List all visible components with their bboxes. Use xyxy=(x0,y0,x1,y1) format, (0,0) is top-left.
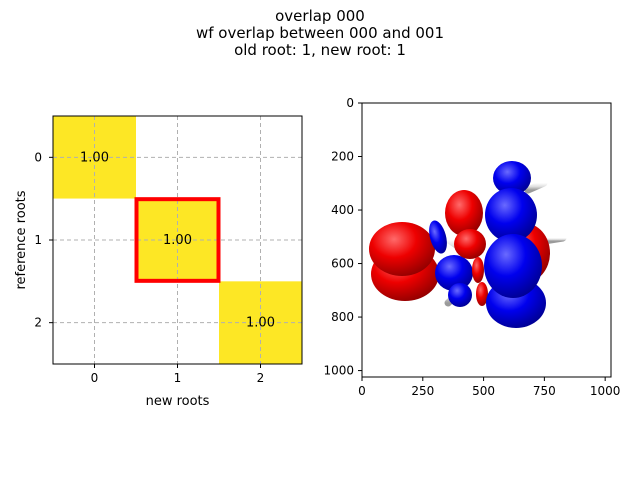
heatmap-cell xyxy=(219,116,302,199)
orbital-lobe-blue-small-upper xyxy=(429,220,447,254)
heatmap-cell xyxy=(53,198,136,282)
orbital-lobe-red-left xyxy=(369,222,439,301)
orbital-lobe-red-center-mid xyxy=(454,229,486,259)
orbital-lobe-red-center-bottom xyxy=(476,282,488,306)
orbital-lobe-blue-main xyxy=(484,234,542,298)
heatmap-y-tick-label: 0 xyxy=(34,150,42,164)
orbital-lobe-blue-small-bottom xyxy=(448,283,472,307)
heatmap-x-tick-label: 0 xyxy=(91,371,99,385)
figure-title-line-2: wf overlap between 000 and 001 xyxy=(195,24,445,42)
heatmap-cell xyxy=(219,198,302,282)
orbital-image-x-tick-label: 0 xyxy=(358,384,366,398)
overlap-heatmap: 1.00 1.00 1.00 0 1 2 0 1 2 new roots reference… xyxy=(14,115,303,409)
heatmap-highlight xyxy=(134,197,221,283)
orbital-lobe-red-center-top xyxy=(445,190,483,236)
figure-title-line-1: overlap 000 xyxy=(275,7,365,25)
orbital-image-x-tick-label: 1000 xyxy=(590,384,621,398)
orbital-image-y-ticks: 0 200 400 600 800 1000 xyxy=(323,96,362,378)
heatmap-cell xyxy=(136,116,219,199)
heatmap-x-tick-label: 1 xyxy=(174,371,182,385)
orbital-lobe-blue-small-lower xyxy=(435,255,473,291)
orbital-image-x-tick-label: 750 xyxy=(533,384,556,398)
figure-title-line-3: old root: 1, new root: 1 xyxy=(234,41,406,59)
heatmap-y-tick-label: 1 xyxy=(34,233,42,247)
orbital-image-y-tick-label: 400 xyxy=(331,203,354,217)
heatmap-cell-value: 1.00 xyxy=(80,150,109,165)
heatmap-x-tick-label: 2 xyxy=(257,371,265,385)
selected-root-highlight xyxy=(134,197,221,283)
heatmap-x-axis-label: new roots xyxy=(146,394,210,409)
heatmap-cell xyxy=(53,116,136,199)
heatmap-x-ticks: 0 1 2 xyxy=(91,364,265,385)
orbital-lobe-blue-upper xyxy=(485,188,537,242)
orbital-image-x-tick-label: 500 xyxy=(472,384,495,398)
orbital-lobe-blue-top xyxy=(493,161,531,195)
orbital-image-y-tick-label: 200 xyxy=(331,150,354,164)
orbital-lobe-red-center-thin xyxy=(472,257,484,283)
orbital-image-x-ticks: 0 250 500 750 1000 xyxy=(358,377,620,398)
molecular-orbital-rendering xyxy=(369,161,567,328)
heatmap-grid xyxy=(53,116,302,364)
orbital-image-x-tick-label: 250 xyxy=(411,384,434,398)
heatmap-cell xyxy=(136,198,219,282)
heatmap-annotations: 1.00 1.00 1.00 xyxy=(80,150,275,330)
orbital-image-panel: 0 250 500 750 1000 0 200 400 600 800 1000 xyxy=(323,96,620,398)
orbital-image-y-tick-label: 800 xyxy=(331,310,354,324)
orbital-image-frame xyxy=(361,102,612,378)
orbital-image-y-tick-label: 600 xyxy=(331,257,354,271)
heatmap-cell-value: 1.00 xyxy=(246,316,275,331)
heatmap-cell-value: 1.00 xyxy=(163,233,192,248)
heatmap-y-ticks: 0 1 2 xyxy=(34,150,53,330)
orbital-image-y-tick-label: 0 xyxy=(346,96,354,110)
figure-title: overlap 000 wf overlap between 000 and 0… xyxy=(0,8,640,59)
heatmap-y-tick-label: 2 xyxy=(34,316,42,330)
heatmap-y-axis-label: reference roots xyxy=(14,190,29,289)
orbital-image-y-tick-label: 1000 xyxy=(323,364,354,378)
